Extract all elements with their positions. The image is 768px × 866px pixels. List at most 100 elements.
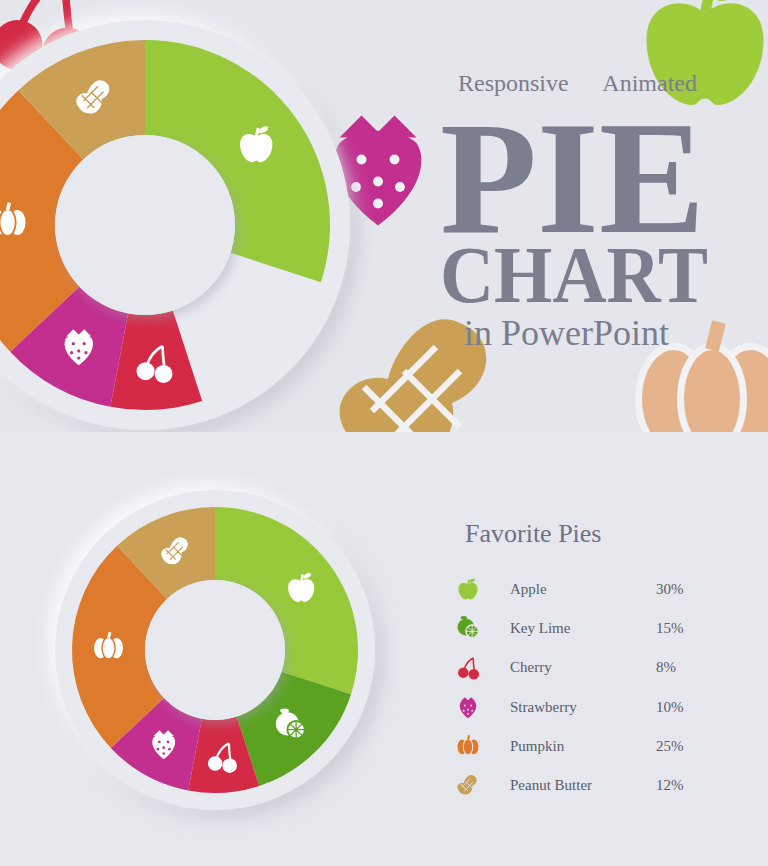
banner-donut bbox=[0, 20, 350, 430]
icon bbox=[364, 347, 460, 432]
icon bbox=[157, 748, 160, 751]
slice-icon bbox=[0, 203, 26, 236]
legend-label: Strawberry bbox=[510, 699, 577, 715]
icon bbox=[161, 537, 188, 564]
icon bbox=[340, 116, 417, 138]
icon bbox=[76, 80, 109, 113]
banner-title: CHART bbox=[440, 231, 708, 319]
icon bbox=[469, 669, 480, 680]
icon bbox=[280, 708, 289, 713]
slice-icon bbox=[161, 537, 188, 564]
icon bbox=[705, 0, 712, 14]
legend-value: 30% bbox=[656, 581, 684, 597]
icon bbox=[470, 705, 472, 707]
icon bbox=[468, 735, 469, 739]
legend-value: 25% bbox=[656, 738, 684, 754]
slice-icon bbox=[152, 730, 175, 759]
donut-chart bbox=[55, 490, 375, 810]
legend-icon bbox=[460, 697, 477, 718]
donut-base bbox=[55, 490, 375, 810]
icon bbox=[357, 155, 367, 165]
donut-hole bbox=[145, 580, 285, 720]
canvas: ResponsiveAnimatedPIECHARTin PowerPoint F… bbox=[0, 0, 768, 866]
icon bbox=[460, 700, 477, 718]
icon bbox=[8, 203, 10, 210]
legend-label: Peanut Butter bbox=[510, 777, 592, 793]
icon bbox=[468, 580, 469, 585]
donut-base bbox=[0, 20, 350, 430]
banner: ResponsiveAnimatedPIECHARTin PowerPoint bbox=[0, 0, 768, 432]
slice-icon bbox=[276, 708, 305, 738]
icon bbox=[137, 362, 155, 380]
legend-item: Strawberry 10% bbox=[460, 697, 684, 718]
icon bbox=[84, 351, 87, 354]
icon bbox=[168, 748, 171, 751]
icon bbox=[166, 542, 183, 559]
icon bbox=[390, 155, 400, 165]
slice-icon bbox=[93, 632, 123, 659]
legend-item: Apple 30% bbox=[459, 578, 684, 600]
legend-icon bbox=[457, 775, 476, 795]
icon bbox=[681, 347, 744, 433]
legend: Favorite PiesApple30%Key Lime15%Cherry8%… bbox=[457, 519, 684, 795]
legend-value: 8% bbox=[656, 659, 676, 675]
icon bbox=[301, 574, 302, 581]
legend-label: Key Lime bbox=[510, 620, 571, 636]
icon bbox=[712, 322, 719, 350]
icon bbox=[70, 351, 73, 354]
slice-icon bbox=[137, 346, 173, 383]
icon bbox=[154, 730, 174, 736]
slice-icon bbox=[208, 743, 237, 773]
slice-icon bbox=[288, 572, 314, 602]
icon bbox=[461, 697, 476, 701]
icon bbox=[83, 342, 86, 345]
icon bbox=[464, 705, 466, 707]
icon bbox=[373, 177, 383, 187]
legend-value: 12% bbox=[656, 777, 684, 793]
legend-item: Cherry 8% bbox=[458, 658, 676, 680]
slice-icon bbox=[76, 80, 109, 113]
legend-icon bbox=[458, 616, 479, 638]
banner-subtitle: in PowerPoint bbox=[464, 313, 669, 353]
icon bbox=[82, 86, 104, 108]
icon bbox=[257, 125, 269, 135]
icon bbox=[256, 128, 258, 137]
icon bbox=[66, 329, 91, 336]
icon bbox=[459, 583, 478, 599]
legend-item: Pumpkin 25% bbox=[457, 735, 684, 754]
icon bbox=[461, 616, 467, 619]
icon bbox=[208, 756, 223, 771]
icon bbox=[240, 134, 272, 162]
icon bbox=[287, 721, 304, 738]
icon bbox=[395, 182, 405, 192]
icon bbox=[469, 578, 476, 584]
chart-title: Favorite Pies bbox=[465, 519, 602, 548]
donut-hole bbox=[55, 135, 235, 315]
icon bbox=[288, 579, 314, 602]
legend-label: Pumpkin bbox=[510, 738, 565, 754]
icon bbox=[72, 342, 75, 345]
legend-item: Peanut Butter 12% bbox=[457, 775, 683, 795]
icon bbox=[222, 758, 237, 773]
legend-value: 10% bbox=[656, 699, 684, 715]
icon bbox=[466, 625, 479, 638]
legend-icon bbox=[459, 578, 478, 600]
legend-icon bbox=[457, 735, 479, 754]
slice-icon bbox=[240, 125, 272, 162]
icon bbox=[109, 632, 110, 638]
legend-icon bbox=[458, 658, 479, 680]
legend-label: Cherry bbox=[510, 659, 552, 675]
icon bbox=[77, 349, 80, 352]
icon bbox=[457, 775, 476, 795]
icon bbox=[467, 713, 469, 715]
icon bbox=[463, 710, 465, 712]
icon bbox=[466, 625, 479, 638]
legend-label: Apple bbox=[510, 581, 547, 597]
icon bbox=[158, 741, 161, 744]
icon bbox=[287, 721, 304, 738]
icon bbox=[463, 739, 472, 755]
icon bbox=[65, 334, 93, 365]
icon bbox=[302, 572, 312, 580]
icon bbox=[162, 752, 165, 755]
icon bbox=[709, 0, 753, 6]
